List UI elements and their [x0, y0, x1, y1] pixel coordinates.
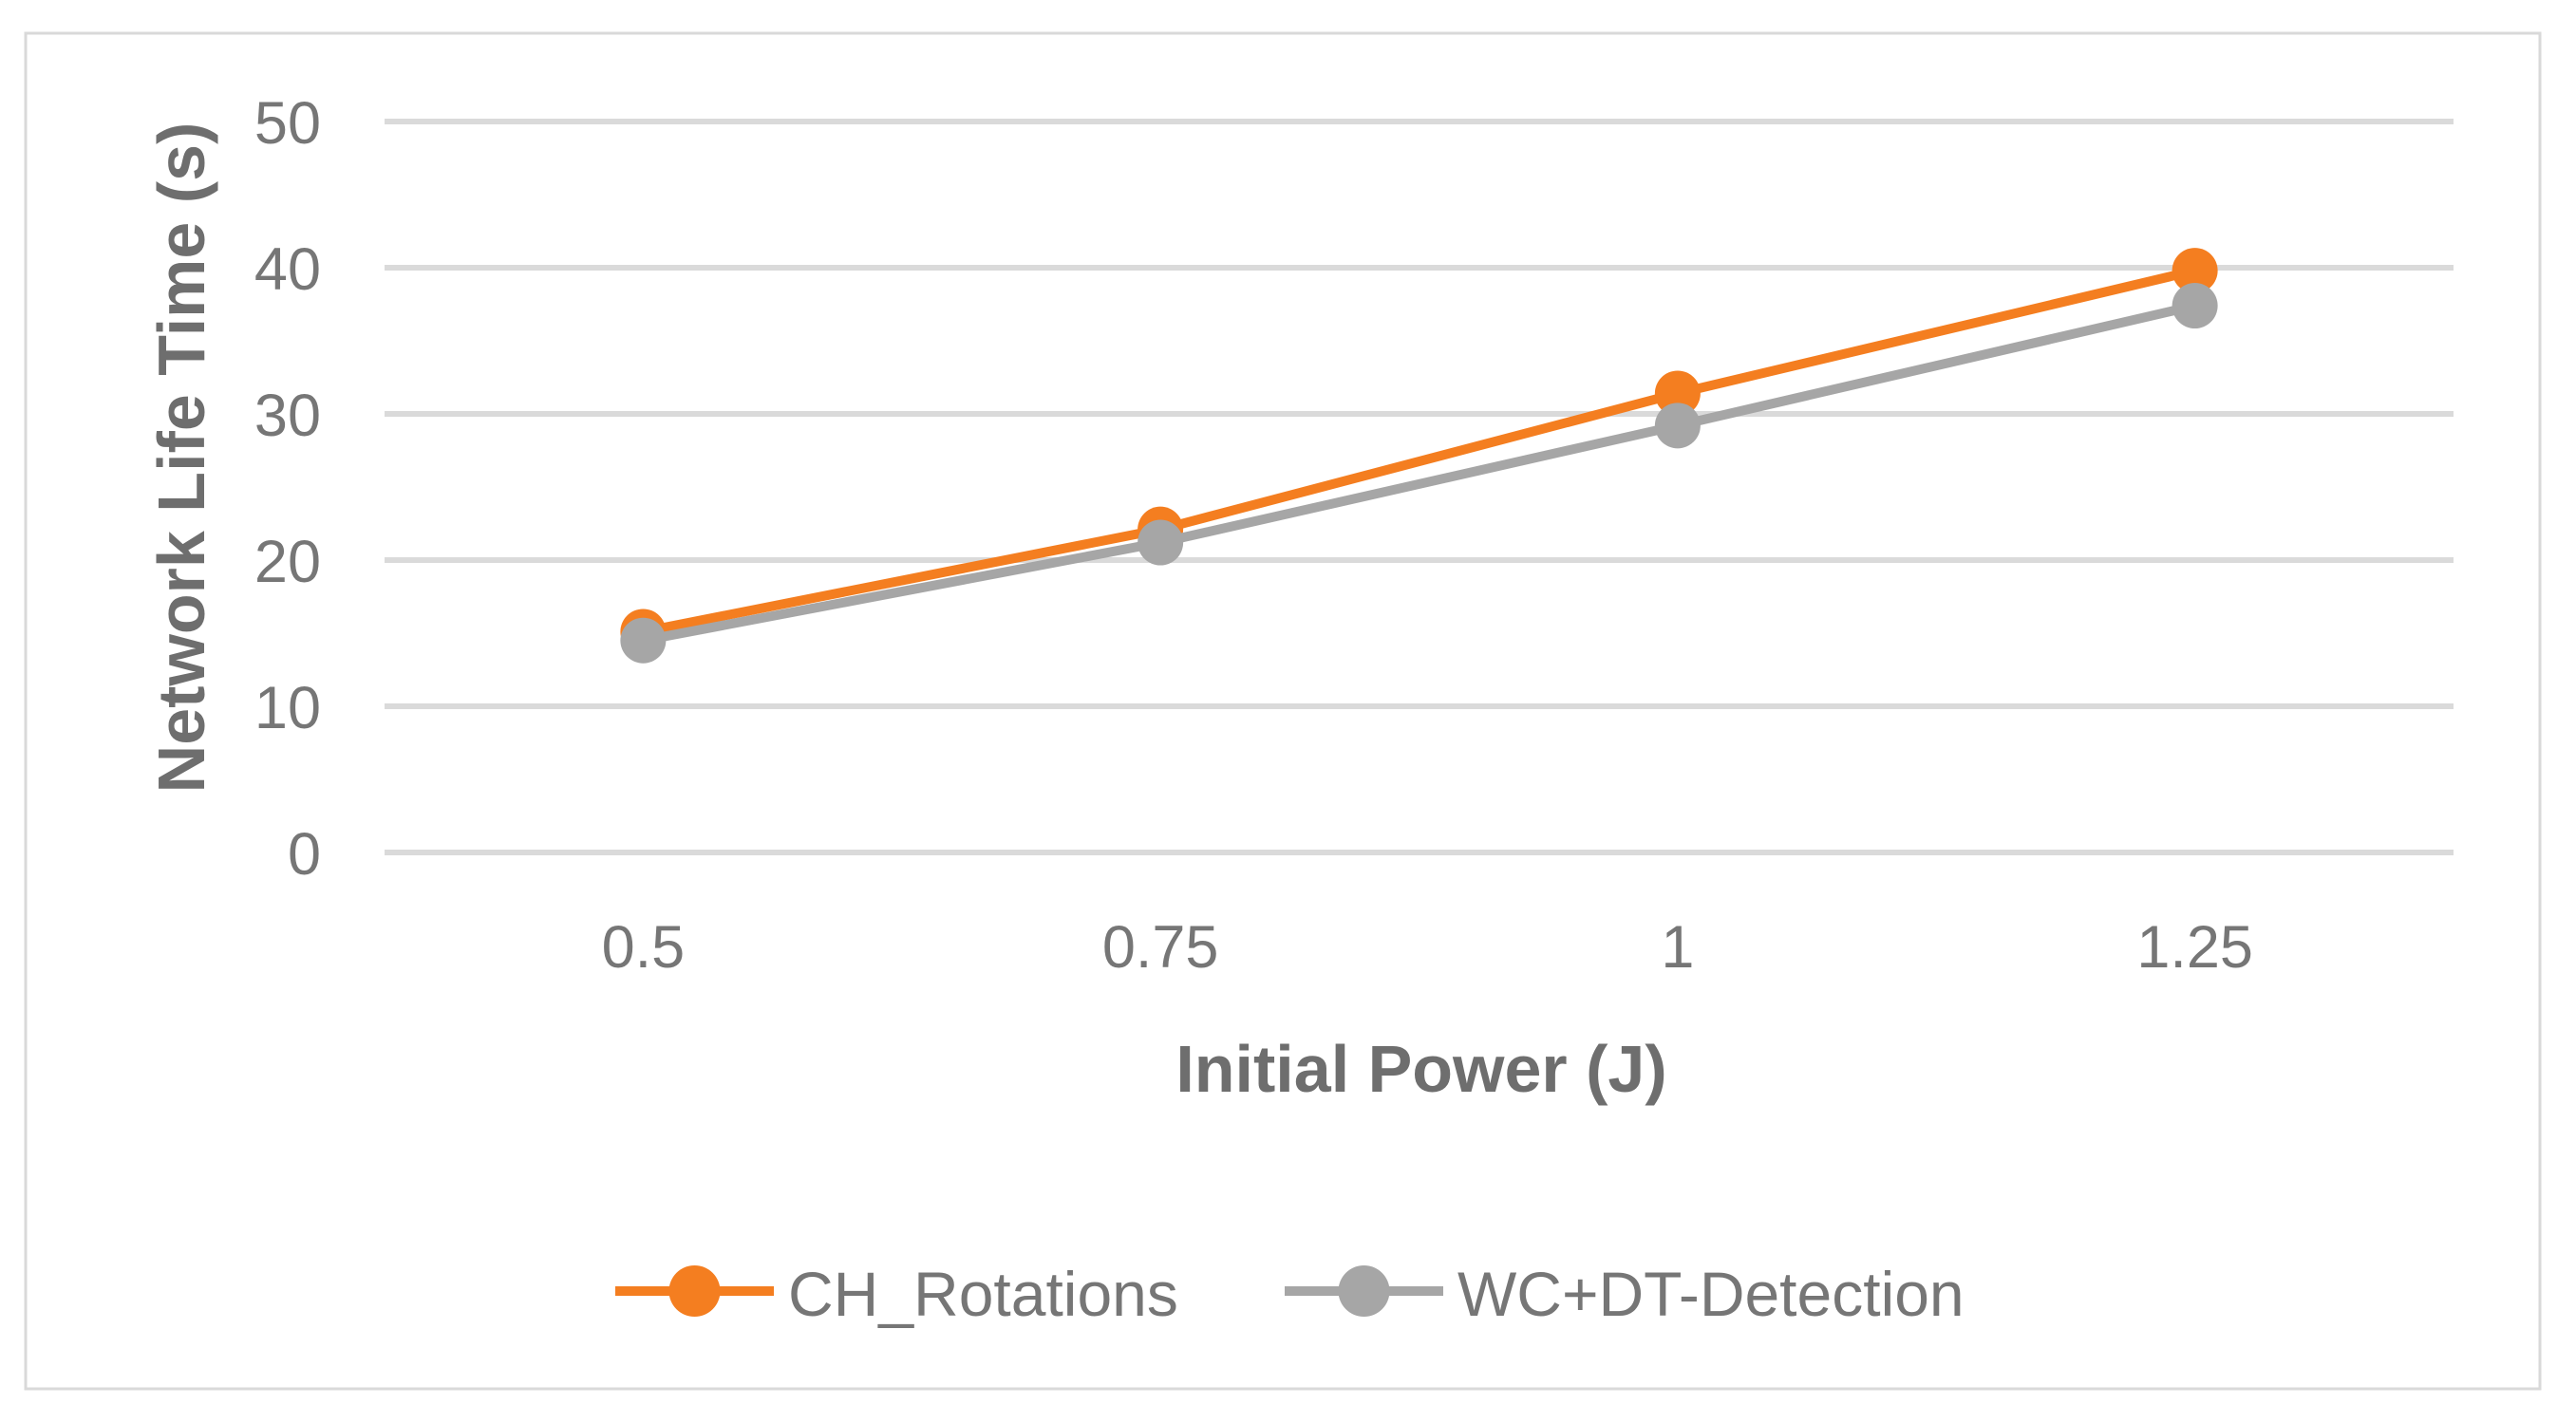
legend-label: WC+DT-Detection — [1457, 1259, 1965, 1329]
y-tick-label: 10 — [254, 675, 321, 741]
y-axis-tick-labels: 0 10 20 30 40 50 — [254, 90, 321, 888]
legend-item: CH_Rotations — [615, 1259, 1178, 1329]
y-tick-label: 40 — [254, 236, 321, 303]
data-series — [620, 248, 2218, 664]
x-axis-title: Initial Power (J) — [1175, 1032, 1666, 1106]
series-line — [638, 266, 2200, 637]
x-tick-label: 0.75 — [1102, 914, 1219, 981]
legend-marker — [668, 1265, 721, 1317]
series-point — [1138, 519, 1184, 566]
x-tick-label: 1 — [1661, 914, 1694, 981]
legend: CH_Rotations WC+DT-Detection — [615, 1259, 1965, 1329]
x-tick-label: 1.25 — [2136, 914, 2253, 981]
series-line — [638, 301, 2200, 646]
y-tick-label: 0 — [288, 821, 321, 888]
chart-border — [24, 31, 2542, 1391]
legend-label: CH_Rotations — [788, 1259, 1178, 1329]
y-tick-label: 20 — [254, 529, 321, 595]
x-tick-label: 0.5 — [602, 914, 686, 981]
series-point — [1654, 403, 1701, 449]
series-point — [2172, 283, 2218, 329]
x-axis-tick-labels: 0.5 0.75 1 1.25 — [602, 914, 2253, 981]
gridlines — [385, 119, 2454, 855]
y-tick-label: 50 — [254, 90, 321, 157]
y-tick-label: 30 — [254, 383, 321, 449]
y-axis-title: Network Life Time (s) — [144, 122, 218, 794]
legend-item: WC+DT-Detection — [1285, 1259, 1965, 1329]
legend-marker — [1338, 1265, 1390, 1317]
series-point — [2172, 248, 2218, 294]
series-point — [1654, 370, 1701, 417]
series-point — [620, 617, 667, 664]
